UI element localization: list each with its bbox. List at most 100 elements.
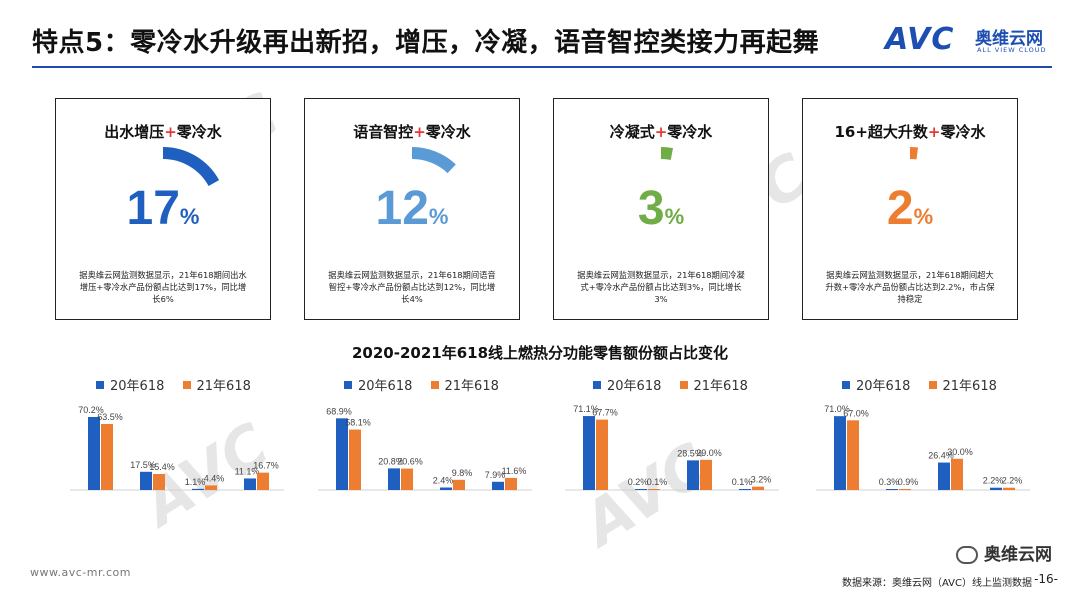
bar-2021 [349, 429, 361, 490]
bar-2020 [88, 416, 100, 490]
page-title: 特点5：零冷水升级再出新招，增压，冷凝，语音智控类接力再起舞 [32, 28, 820, 58]
logo-mark: AVC [885, 22, 955, 57]
card-title: 冷凝式+零冷水 [609, 123, 713, 141]
kpi-card-condensing: 冷凝式+零冷水 3% 据奥维云网监测数据显示，21年618期间冷凝式+零冷水产品… [553, 98, 769, 320]
data-label-2020: 71.1% [573, 404, 599, 414]
card-description: 据奥维云网监测数据显示，21年618期间出水增压+零冷水产品份额占比达到17%，… [79, 270, 247, 304]
legend-swatch-2020 [344, 380, 352, 389]
data-label-2021: 4.4% [204, 473, 225, 483]
bar-2021 [648, 489, 660, 490]
chart-legend: 20年618 21年618 [593, 375, 762, 394]
bar-2020 [244, 478, 256, 490]
bar-2021 [899, 489, 911, 490]
bar-2020 [192, 488, 204, 490]
data-label-2020: 7.9% [485, 470, 506, 480]
data-label-2020: 2.2% [983, 476, 1004, 486]
bar-chart-1: 70.2% 17.5% 1.1% 11.1% 63.5% 15.4% 4.4% 16.7% [70, 405, 284, 491]
card-description: 据奥维云网监测数据显示，21年618期间超大升数+零冷水产品份额占比达到2.2%… [825, 270, 995, 304]
bar-2021 [1003, 487, 1015, 490]
legend-swatch-2021 [928, 380, 937, 389]
bar-2021 [505, 477, 517, 490]
data-label-2020: 70.2% [78, 405, 104, 415]
bar-2020 [140, 471, 152, 490]
data-label-2020: 2.4% [433, 476, 454, 486]
legend-label-2020: 20年618 [607, 379, 662, 394]
kpi-card-booster: 出水增压+零冷水 17% 据奥维云网监测数据显示，21年618期间出水增压+零冷… [55, 98, 271, 320]
bar-2021 [453, 479, 465, 490]
bar-2020 [336, 418, 348, 490]
chart-section-title: 2020-2021年618线上燃热分功能零售额份额占比变化 [351, 344, 729, 362]
data-label-2020: 0.3% [879, 477, 900, 487]
legend-swatch-2020 [593, 380, 601, 389]
data-label-2020: 0.1% [732, 477, 753, 487]
data-label-2021: 63.5% [97, 412, 123, 422]
share-gauge [411, 147, 456, 174]
logo-cn-text: 奥维云网 [975, 29, 1043, 49]
legend-swatch-2021 [679, 380, 688, 389]
legend-swatch-2021 [430, 380, 439, 389]
data-label-2021: 0.1% [647, 477, 668, 487]
legend-label-2021: 21年618 [196, 379, 251, 394]
bar-2020 [687, 460, 699, 490]
bar-2021 [847, 420, 859, 490]
data-label-2020: 20.8% [378, 456, 404, 466]
data-label-2020: 1.1% [185, 477, 206, 487]
website-link[interactable]: www.avc-mr.com [30, 566, 131, 579]
bar-2021 [153, 473, 165, 490]
bar-2021 [205, 485, 217, 490]
kpi-card-voice: 语音智控+零冷水 12% 据奥维云网监测数据显示，21年618期间语音智控+零冷… [304, 98, 520, 320]
card-title: 语音智控+零冷水 [353, 123, 471, 141]
data-label-2020: 26.4% [928, 451, 954, 461]
data-label-2021: 30.0% [947, 447, 973, 457]
legend-swatch-2020 [842, 380, 850, 389]
legend-label-2021: 21年618 [693, 379, 748, 394]
data-label-2021: 20.6% [397, 457, 423, 467]
data-label-2021: 2.2% [1002, 476, 1023, 486]
bar-2020 [990, 487, 1002, 490]
card-description: 据奥维云网监测数据显示，21年618期间冷凝式+零冷水产品份额占比达到3%，同比… [577, 270, 745, 304]
bar-2020 [583, 416, 595, 490]
data-label-2021: 3.2% [751, 475, 772, 485]
data-label-2020: 68.9% [326, 406, 352, 416]
legend-label-2021: 21年618 [942, 379, 997, 394]
data-label-2020: 0.2% [628, 477, 649, 487]
data-label-2021: 67.0% [843, 408, 869, 418]
data-label-2021: 11.6% [502, 466, 527, 476]
bar-2020 [635, 489, 647, 490]
legend-swatch-2020 [96, 380, 104, 389]
bar-2021 [401, 468, 413, 490]
data-label-2021: 67.7% [592, 408, 618, 418]
bar-2021 [752, 486, 764, 490]
card-title: 出水增压+零冷水 [104, 123, 222, 141]
data-source: 数据来源：奥维云网（AVC）线上监测数据 [841, 578, 1032, 589]
legend-label-2020: 20年618 [110, 379, 165, 394]
chart-legend: 20年618 21年618 [344, 375, 513, 394]
data-label-2021: 29.0% [696, 448, 722, 458]
gauge-arc [411, 147, 456, 174]
share-value: 12% [375, 182, 449, 235]
data-label-2021: 16.7% [253, 461, 279, 471]
bar-2020 [440, 487, 452, 490]
header-divider [32, 66, 1052, 68]
logo-en-text: ALL VIEW CLOUD [977, 46, 1047, 54]
share-gauge [162, 147, 220, 187]
data-label-2020: 11.1% [235, 466, 260, 476]
card-title: 16+超大升数+零冷水 [834, 123, 986, 141]
avc-logo: AVC 奥维云网 ALL VIEW CLOUD [885, 22, 1050, 58]
gauge-arc [162, 147, 220, 187]
legend-label-2021: 21年618 [444, 379, 499, 394]
data-label-2021: 9.8% [452, 468, 473, 478]
share-gauge [660, 147, 673, 160]
data-label-2021: 15.4% [149, 462, 175, 472]
bar-2021 [257, 472, 269, 490]
data-label-2020: 17.5% [130, 460, 156, 470]
share-value: 2% [886, 182, 934, 235]
wechat-icon [956, 546, 978, 564]
share-gauge [909, 147, 919, 160]
bar-2020 [834, 416, 846, 490]
bar-2021 [101, 423, 113, 490]
legend-label-2020: 20年618 [856, 379, 911, 394]
kpi-card-large-capacity: 16+超大升数+零冷水 2% 据奥维云网监测数据显示，21年618期间超大升数+… [802, 98, 1018, 320]
bar-chart-2: 68.9% 20.8% 2.4% 7.9% 58.1% 20.6% 9.8% 11.6% [318, 406, 532, 491]
data-label-2021: 0.9% [898, 477, 919, 487]
